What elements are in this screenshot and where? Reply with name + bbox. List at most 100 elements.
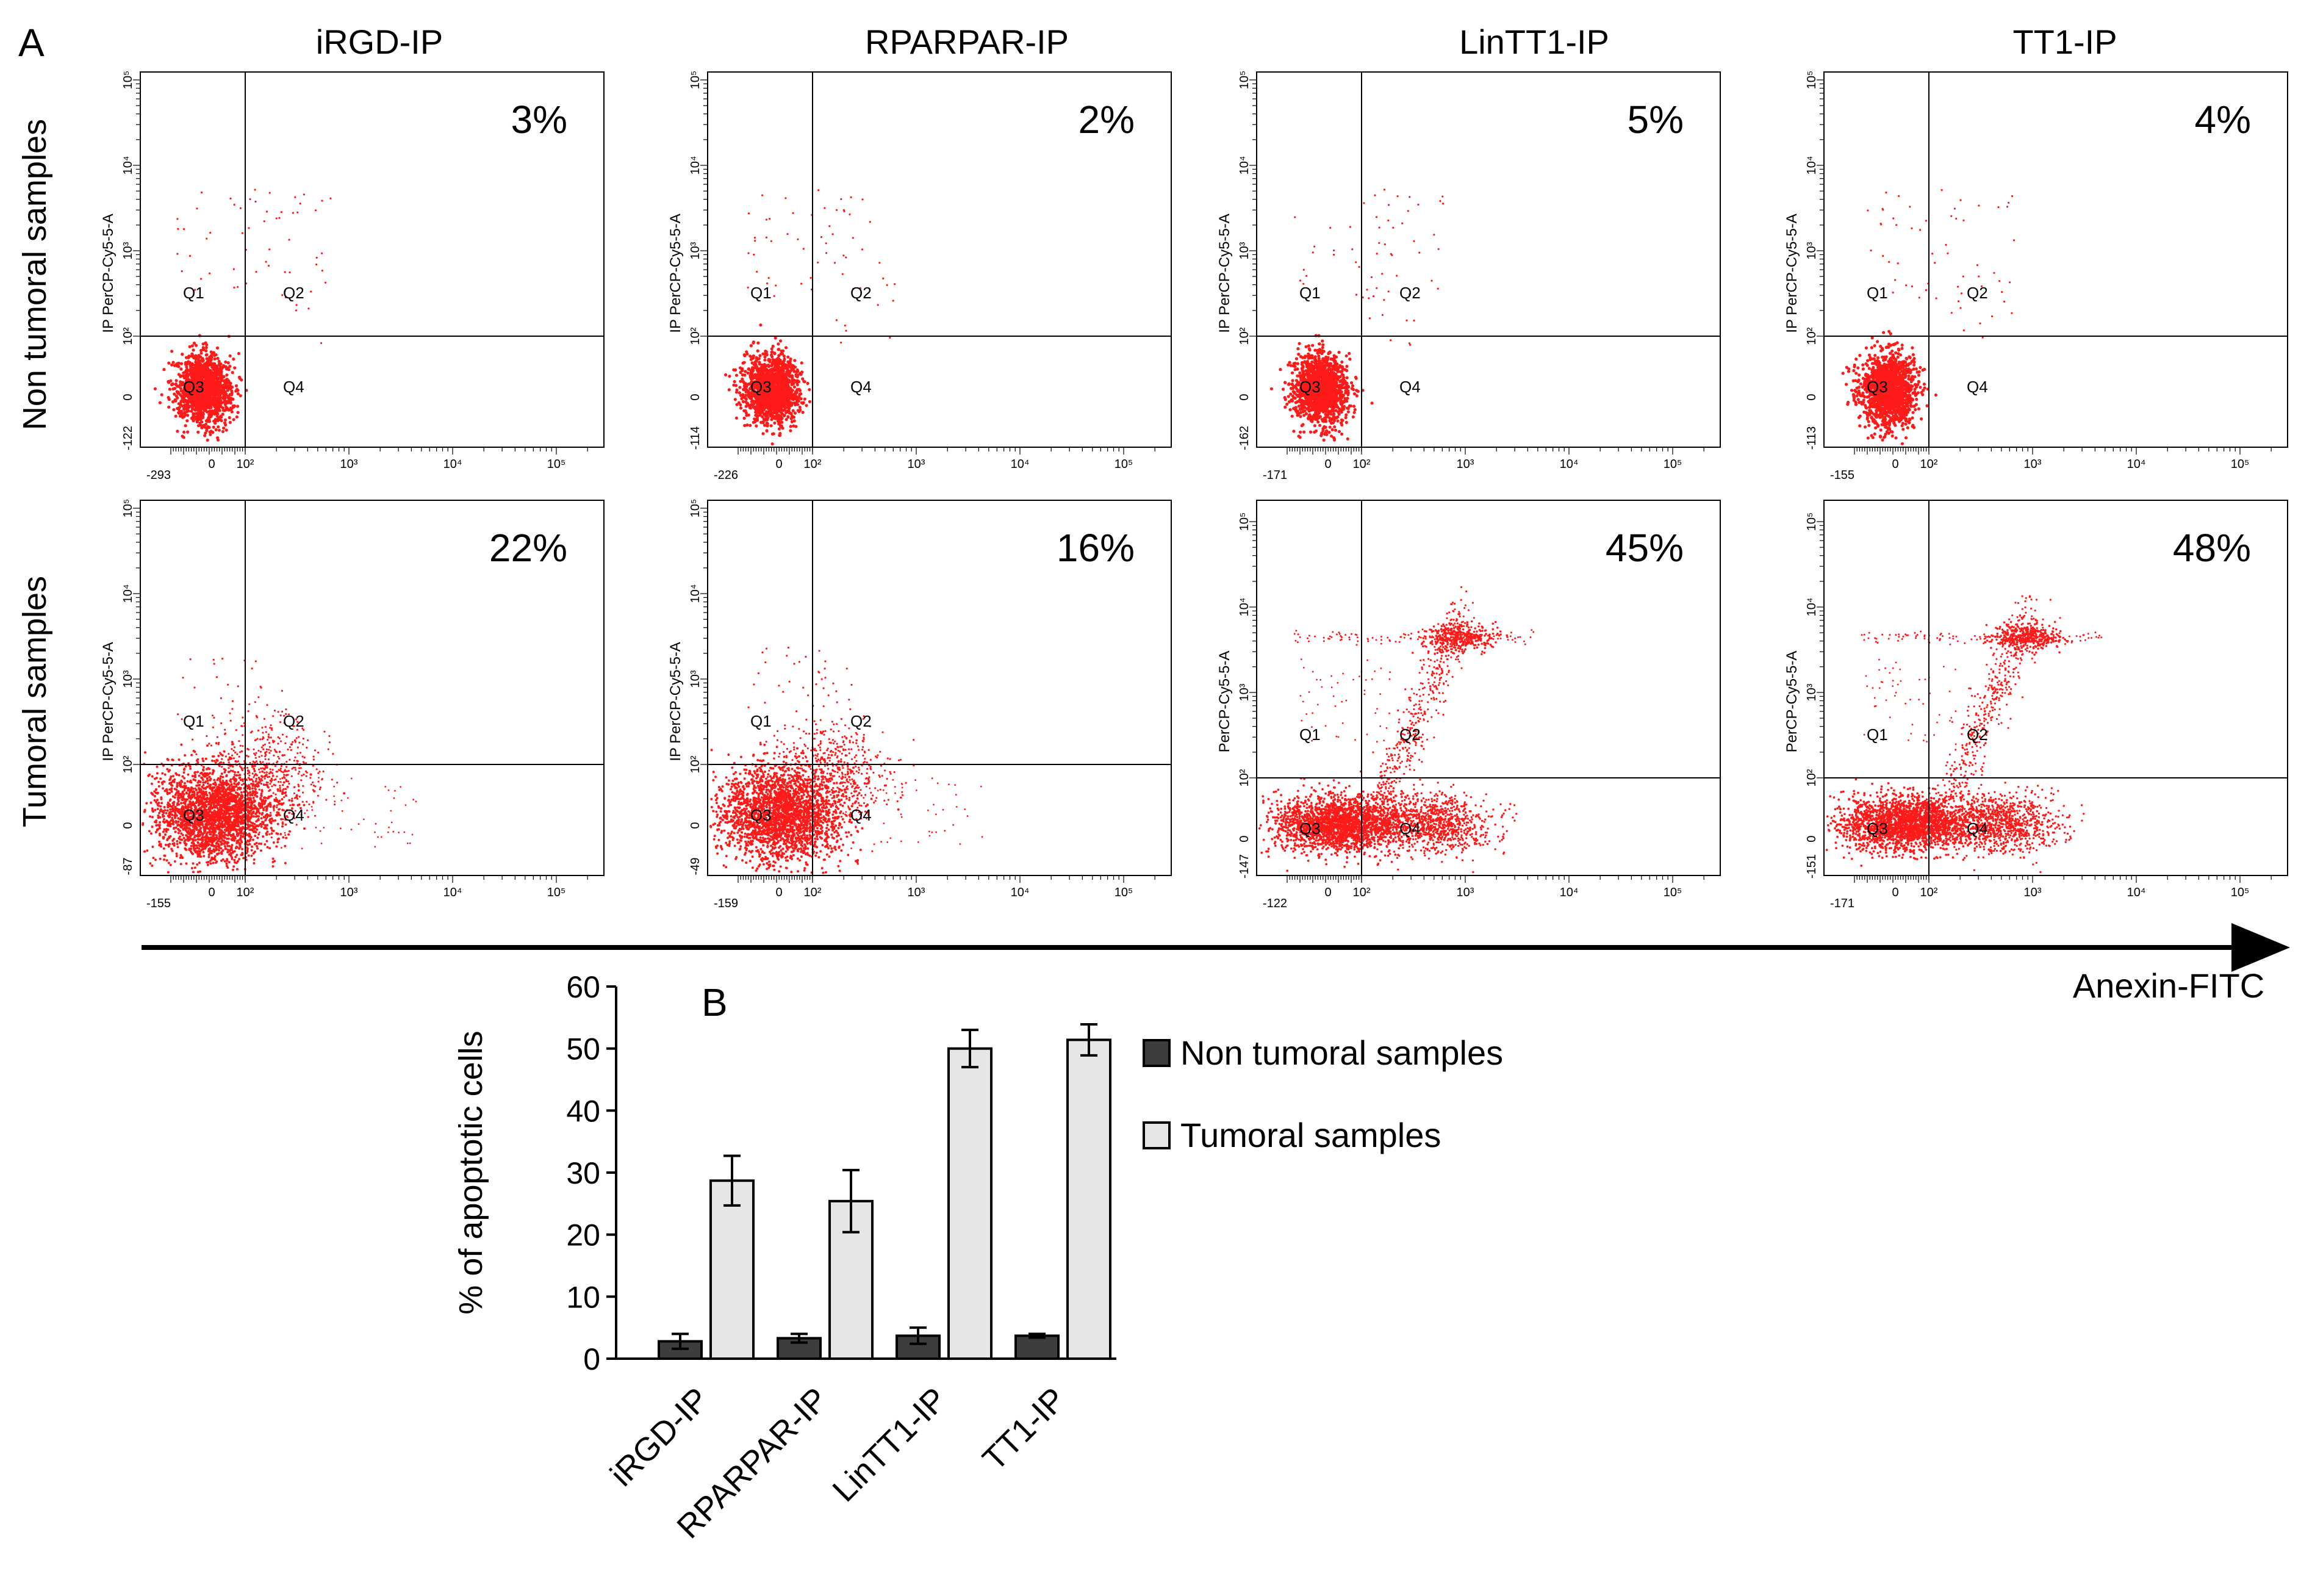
- bar-irgd-ip-tumoral: [709, 1179, 755, 1360]
- flow-cytometry-plots: Q1 Q2 Q3 Q4 3% IP PerCP-Cy5-5-A 10² 10³ 10⁴ 10⁵ 0 -…: [100, 71, 2288, 910]
- y-tick-label: 10³: [689, 670, 702, 688]
- apoptosis-percent: 4%: [2195, 98, 2252, 142]
- x-category-label: TT1-IP: [975, 1381, 1072, 1478]
- event-dots: [724, 189, 896, 446]
- y-tick-label: 10⁵: [689, 71, 702, 90]
- plot-y-axis-label: IP PerCP-Cy5-5-A: [100, 214, 117, 333]
- y-tick-label: 10⁵: [1805, 71, 1818, 90]
- error-bar: [961, 1029, 978, 1069]
- quadrant-label-q2: Q2: [850, 712, 872, 730]
- y-axis-title: % of apoptotic cells: [453, 1030, 489, 1314]
- event-dots: [153, 189, 332, 442]
- y-tick-label: 10²: [1805, 327, 1818, 345]
- plot-y-axis-label: IP PerCP-Cy5-5-A: [1216, 214, 1233, 333]
- apoptosis-percent: 5%: [1628, 98, 1684, 142]
- x-axis-min: -293: [146, 469, 171, 482]
- event-dots: [1269, 189, 1445, 442]
- x-tick-label: 10²: [804, 886, 822, 899]
- x-tick-label: 10²: [1353, 886, 1371, 899]
- x-tick-label: 10⁴: [443, 458, 462, 471]
- y-tick-label-zero: 0: [1805, 835, 1818, 842]
- event-dots: [142, 658, 417, 874]
- column-title-tt1: TT1-IP: [2012, 23, 2117, 61]
- x-axis-min: -171: [1830, 897, 1854, 910]
- legend-swatch: [1143, 1121, 1171, 1149]
- quadrant-label-q4: Q4: [1399, 819, 1421, 838]
- quadrant-label-q2: Q2: [283, 712, 304, 730]
- event-dots: [1825, 595, 2103, 874]
- event-dots: [709, 646, 983, 874]
- error-bar: [1028, 1332, 1046, 1339]
- y-axis-min: -87: [121, 858, 135, 875]
- y-tick-label: 10³: [121, 242, 135, 259]
- x-axis-min: -155: [146, 897, 171, 910]
- flow-plot-tumor-irgd-ip: Q1 Q2 Q3 Q4 22% IP PerCP-Cy5-5-A 10² 10³ 10⁴ 10⁵ 0…: [100, 499, 605, 910]
- x-tick-label-zero: 0: [1324, 886, 1331, 899]
- error-bar: [723, 1154, 741, 1207]
- quadrant-label-q3: Q3: [1867, 378, 1888, 396]
- quadrant-label-q3: Q3: [750, 806, 772, 824]
- x-tick-label: 10⁵: [1664, 886, 1682, 899]
- y-tick-label: 10⁵: [121, 71, 135, 90]
- y-axis-min: -114: [689, 426, 702, 450]
- y-tick-label: 30: [566, 1156, 600, 1190]
- y-tick-label-zero: 0: [121, 822, 135, 829]
- y-axis-min: -49: [689, 858, 702, 875]
- flow-plot-tumor-rparpar-ip: Q1 Q2 Q3 Q4 16% IP PerCP-Cy5-5-A 10² 10³ 10⁴ 10⁵ 0…: [667, 499, 1172, 910]
- x-tick-label: 10⁵: [1115, 458, 1133, 471]
- y-tick-label: 10⁴: [1238, 156, 1251, 175]
- x-tick-label: 10⁵: [547, 886, 566, 899]
- quadrant-label-q2: Q2: [850, 284, 872, 302]
- y-tick-label: 20: [566, 1218, 600, 1253]
- x-category-label: LinTT1-IP: [825, 1381, 953, 1509]
- quadrant-label-q1: Q1: [750, 712, 772, 730]
- quadrant-label-q1: Q1: [1299, 284, 1321, 302]
- y-tick-label: 10³: [1238, 242, 1251, 259]
- y-tick-label: 10²: [689, 327, 702, 345]
- plot-y-axis-label: IP PerCP-Cy5-5-A: [667, 214, 684, 333]
- apoptosis-percent: 48%: [2173, 526, 2251, 570]
- plot-y-axis-label: IP PerCP-Cy5-5-A: [1784, 214, 1800, 333]
- error-bar: [672, 1332, 689, 1350]
- y-tick-label: 10⁵: [121, 499, 135, 518]
- y-tick-label: 10⁵: [1238, 71, 1251, 90]
- y-tick-label-zero: 0: [1238, 835, 1251, 842]
- quadrant-label-q2: Q2: [1967, 284, 1988, 302]
- x-tick-label: 10³: [2024, 886, 2042, 899]
- x-axis-arrow-label: Anexin-FITC: [2073, 966, 2264, 1005]
- apoptosis-percent: 2%: [1079, 98, 1135, 142]
- panel-a-letter: A: [18, 21, 45, 65]
- plot-y-axis-label: PerCP-Cy5-5-A: [1784, 651, 1800, 753]
- quadrant-label-q3: Q3: [1867, 819, 1888, 838]
- x-tick-label: 10⁵: [2231, 458, 2250, 471]
- quadrant-label-q1: Q1: [1299, 725, 1321, 744]
- y-tick-label: 10³: [121, 670, 135, 688]
- quadrant-label-q1: Q1: [1867, 725, 1888, 744]
- bar-chart: 0 10 20 30 40 50 60 % of apoptotic cells iRGD-IP…: [453, 970, 1503, 1545]
- quadrant-label-q3: Q3: [1299, 378, 1321, 396]
- x-tick-label: 10⁵: [1664, 458, 1682, 471]
- quadrant-label-q1: Q1: [750, 284, 772, 302]
- x-axis-min: -226: [714, 469, 738, 482]
- quadrant-label-q4: Q4: [283, 378, 304, 396]
- quadrant-label-q4: Q4: [850, 806, 872, 824]
- apoptosis-percent: 45%: [1606, 526, 1684, 570]
- x-axis-min: -122: [1263, 897, 1287, 910]
- x-tick-label-zero: 0: [1892, 886, 1898, 899]
- x-tick-label-zero: 0: [208, 886, 215, 899]
- y-tick-label: 10⁴: [1805, 598, 1818, 617]
- x-tick-label-zero: 0: [208, 458, 215, 471]
- y-tick-label: 10²: [1238, 769, 1251, 786]
- x-tick-label: 10³: [908, 458, 925, 471]
- quadrant-label-q2: Q2: [1399, 284, 1421, 302]
- y-tick-label: 10³: [1238, 683, 1251, 701]
- y-tick-label: 10⁴: [121, 156, 135, 175]
- x-tick-label: 10⁵: [1115, 886, 1133, 899]
- quadrant-label-q3: Q3: [750, 378, 772, 396]
- row-title-tumoral: Tumoral samples: [16, 576, 53, 827]
- column-title-lintt1: LinTT1-IP: [1459, 23, 1609, 61]
- y-tick-label: 10⁴: [121, 584, 135, 603]
- column-title-irgd: iRGD-IP: [316, 23, 443, 61]
- y-tick-label: 40: [566, 1094, 600, 1128]
- x-tick-label: 10³: [2024, 458, 2042, 471]
